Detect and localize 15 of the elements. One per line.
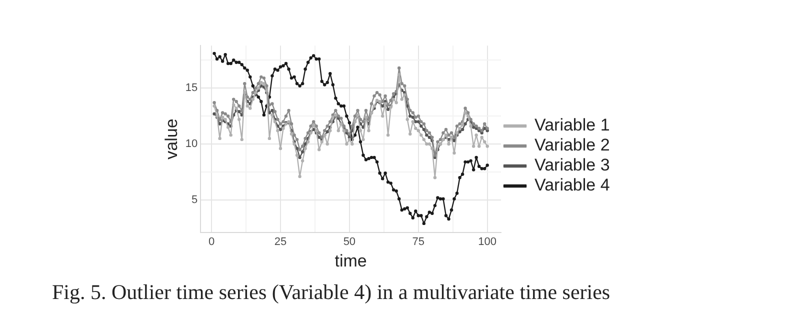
x-tick-label: 25 — [274, 236, 287, 248]
legend-label: Variable 3 — [534, 156, 610, 175]
legend-label: Variable 4 — [534, 176, 610, 195]
x-tick-label: 50 — [343, 236, 356, 248]
y-tick-label: 10 — [185, 138, 198, 150]
caption: Fig. 5. Outlier time series (Variable 4) in a multivariate time series — [52, 280, 610, 305]
legend-label: Variable 2 — [534, 136, 610, 155]
x-tick-label: 0 — [208, 236, 215, 248]
y-tick-label: 5 — [192, 194, 198, 206]
x-axis-title: time — [334, 251, 367, 270]
y-axis-title: value — [162, 118, 181, 160]
y-tick-label: 15 — [185, 82, 198, 94]
x-tick-label: 75 — [412, 236, 425, 248]
legend-label: Variable 1 — [534, 116, 610, 135]
x-tick-label: 100 — [478, 236, 497, 248]
